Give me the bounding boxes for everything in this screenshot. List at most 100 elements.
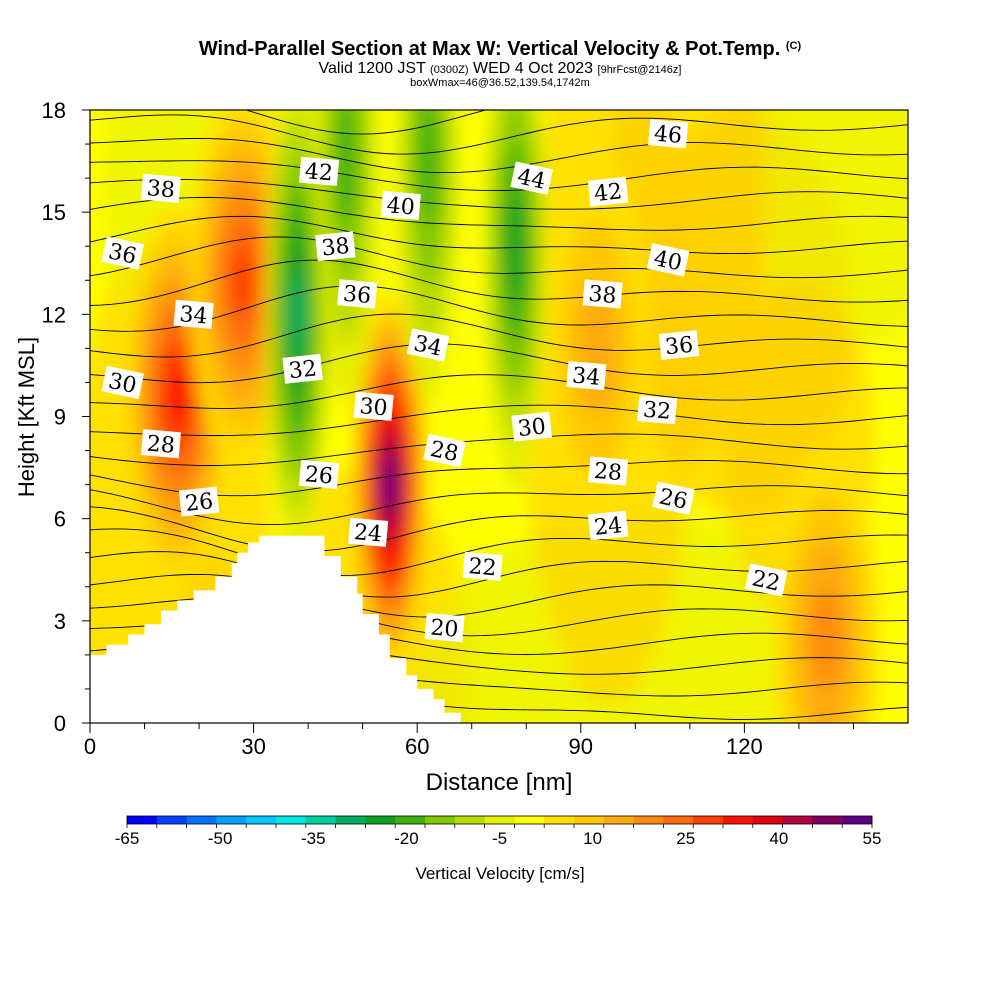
colorbar-swatch: [186, 816, 217, 824]
theta-label-box: [648, 119, 689, 149]
theta-label-text: 34: [178, 302, 208, 329]
chart-title: Wind-Parallel Section at Max W: Vertical…: [198, 38, 802, 60]
theta-label-text: 28: [593, 459, 623, 486]
theta-label-text: 30: [106, 369, 139, 399]
theta-label: 34: [173, 299, 214, 329]
theta-contours: [90, 110, 908, 720]
theta-label-text: 36: [106, 239, 139, 269]
y-tick-label: 18: [42, 98, 66, 123]
theta-label-text: 28: [428, 437, 461, 467]
colorbar-swatch: [663, 816, 694, 824]
velocity-downdraft-cell: [288, 270, 306, 359]
theta-label-text: 26: [304, 462, 334, 489]
x-tick-label: 120: [726, 734, 763, 759]
theta-label-box: [298, 156, 340, 186]
theta-contour: [90, 137, 908, 174]
theta-label-text: 38: [320, 234, 350, 262]
theta-label: 28: [140, 429, 181, 459]
theta-label: 38: [140, 173, 181, 203]
theta-label-box: [587, 510, 629, 541]
theta-label: 30: [353, 391, 394, 421]
colorbar-swatch: [305, 816, 337, 824]
colorbar-swatch: [752, 816, 784, 824]
theta-contour: [90, 160, 908, 192]
theta-label: 42: [587, 176, 629, 207]
theta-label: 20: [424, 612, 465, 643]
theta-contour: [90, 236, 908, 279]
colorbar-swatch: [782, 816, 813, 824]
theta-label-box: [424, 612, 465, 643]
theta-label-box: [315, 231, 356, 262]
colorbar-tick-label: -65: [115, 829, 140, 848]
colorbar-tick-label: -5: [492, 829, 507, 848]
colorbar-tick-label: 10: [583, 829, 602, 848]
theta-label-box: [282, 353, 323, 384]
colorbar-swatch: [127, 816, 158, 824]
theta-contour: [90, 259, 908, 306]
colorbar-swatch: [365, 816, 396, 824]
theta-label-text: 34: [411, 331, 444, 361]
theta-label: 28: [423, 433, 466, 468]
theta-label-text: 30: [358, 394, 388, 421]
colorbar-swatch: [544, 816, 575, 824]
theta-label-box: [637, 395, 678, 425]
theta-label-text: 42: [593, 179, 623, 207]
colorbar-swatch: [276, 816, 307, 824]
theta-label-box: [178, 486, 220, 517]
theta-label-box: [173, 299, 214, 329]
theta-contour: [90, 313, 908, 358]
theta-label-box: [582, 279, 623, 309]
colorbar-swatch: [603, 816, 635, 824]
theta-label: 32: [282, 353, 323, 384]
theta-label: 24: [587, 510, 629, 541]
theta-label: 42: [298, 156, 340, 186]
colorbar-swatch: [156, 816, 188, 824]
theta-label-box: [337, 279, 378, 309]
theta-label: 40: [646, 243, 690, 277]
theta-label-box: [510, 161, 553, 195]
colorbar-swatch: [395, 816, 426, 824]
theta-label: 26: [298, 459, 340, 490]
velocity-updraft-cell: [166, 365, 189, 427]
theta-contour: [90, 343, 908, 384]
theta-label-text: 40: [386, 193, 416, 220]
theta-label: 30: [511, 411, 552, 442]
theta-label: 36: [101, 236, 144, 270]
x-tick-label: 60: [405, 734, 429, 759]
velocity-downdraft-cell: [505, 194, 525, 298]
y-tick-label: 9: [54, 405, 66, 430]
theta-label: 26: [652, 481, 695, 515]
theta-label-box: [566, 360, 607, 391]
y-tick-label: 6: [54, 507, 66, 532]
theta-contour: [90, 404, 908, 436]
theta-label: 46: [648, 119, 689, 149]
theta-label-text: 38: [146, 176, 176, 203]
theta-label: 34: [406, 328, 450, 362]
colorbar: -65 -50 -35 -20 -5 10 25 40 55: [115, 815, 881, 848]
theta-label-text: 42: [304, 159, 334, 186]
colorbar-swatch: [633, 816, 664, 824]
velocity-updraft-cell: [230, 245, 255, 316]
x-axis-label: Distance [nm]: [426, 769, 573, 796]
theta-label-text: 28: [146, 432, 176, 459]
y-tick-label: 3: [54, 609, 66, 634]
theta-label-text: 36: [342, 282, 372, 309]
theta-label: 44: [510, 161, 553, 195]
velocity-downdraft-cell: [417, 110, 439, 225]
theta-contour: [90, 528, 908, 576]
colorbar-swatch: [812, 816, 843, 824]
theta-label-text: 20: [429, 615, 459, 642]
theta-label-text: 38: [587, 282, 617, 309]
chart-box-info: boxWmax=46@36.52,139.54,1742m: [410, 77, 590, 89]
theta-label-text: 46: [653, 122, 683, 149]
theta-label-text: 30: [517, 414, 547, 442]
theta-label-text: 24: [593, 513, 623, 541]
theta-label-text: 32: [288, 356, 318, 384]
theta-label: 26: [178, 486, 220, 517]
theta-label-text: 34: [571, 363, 601, 390]
theta-label: 32: [637, 395, 678, 425]
x-tick-label: 90: [569, 734, 593, 759]
y-tick-label: 12: [42, 302, 66, 327]
theta-label: 24: [348, 517, 389, 547]
